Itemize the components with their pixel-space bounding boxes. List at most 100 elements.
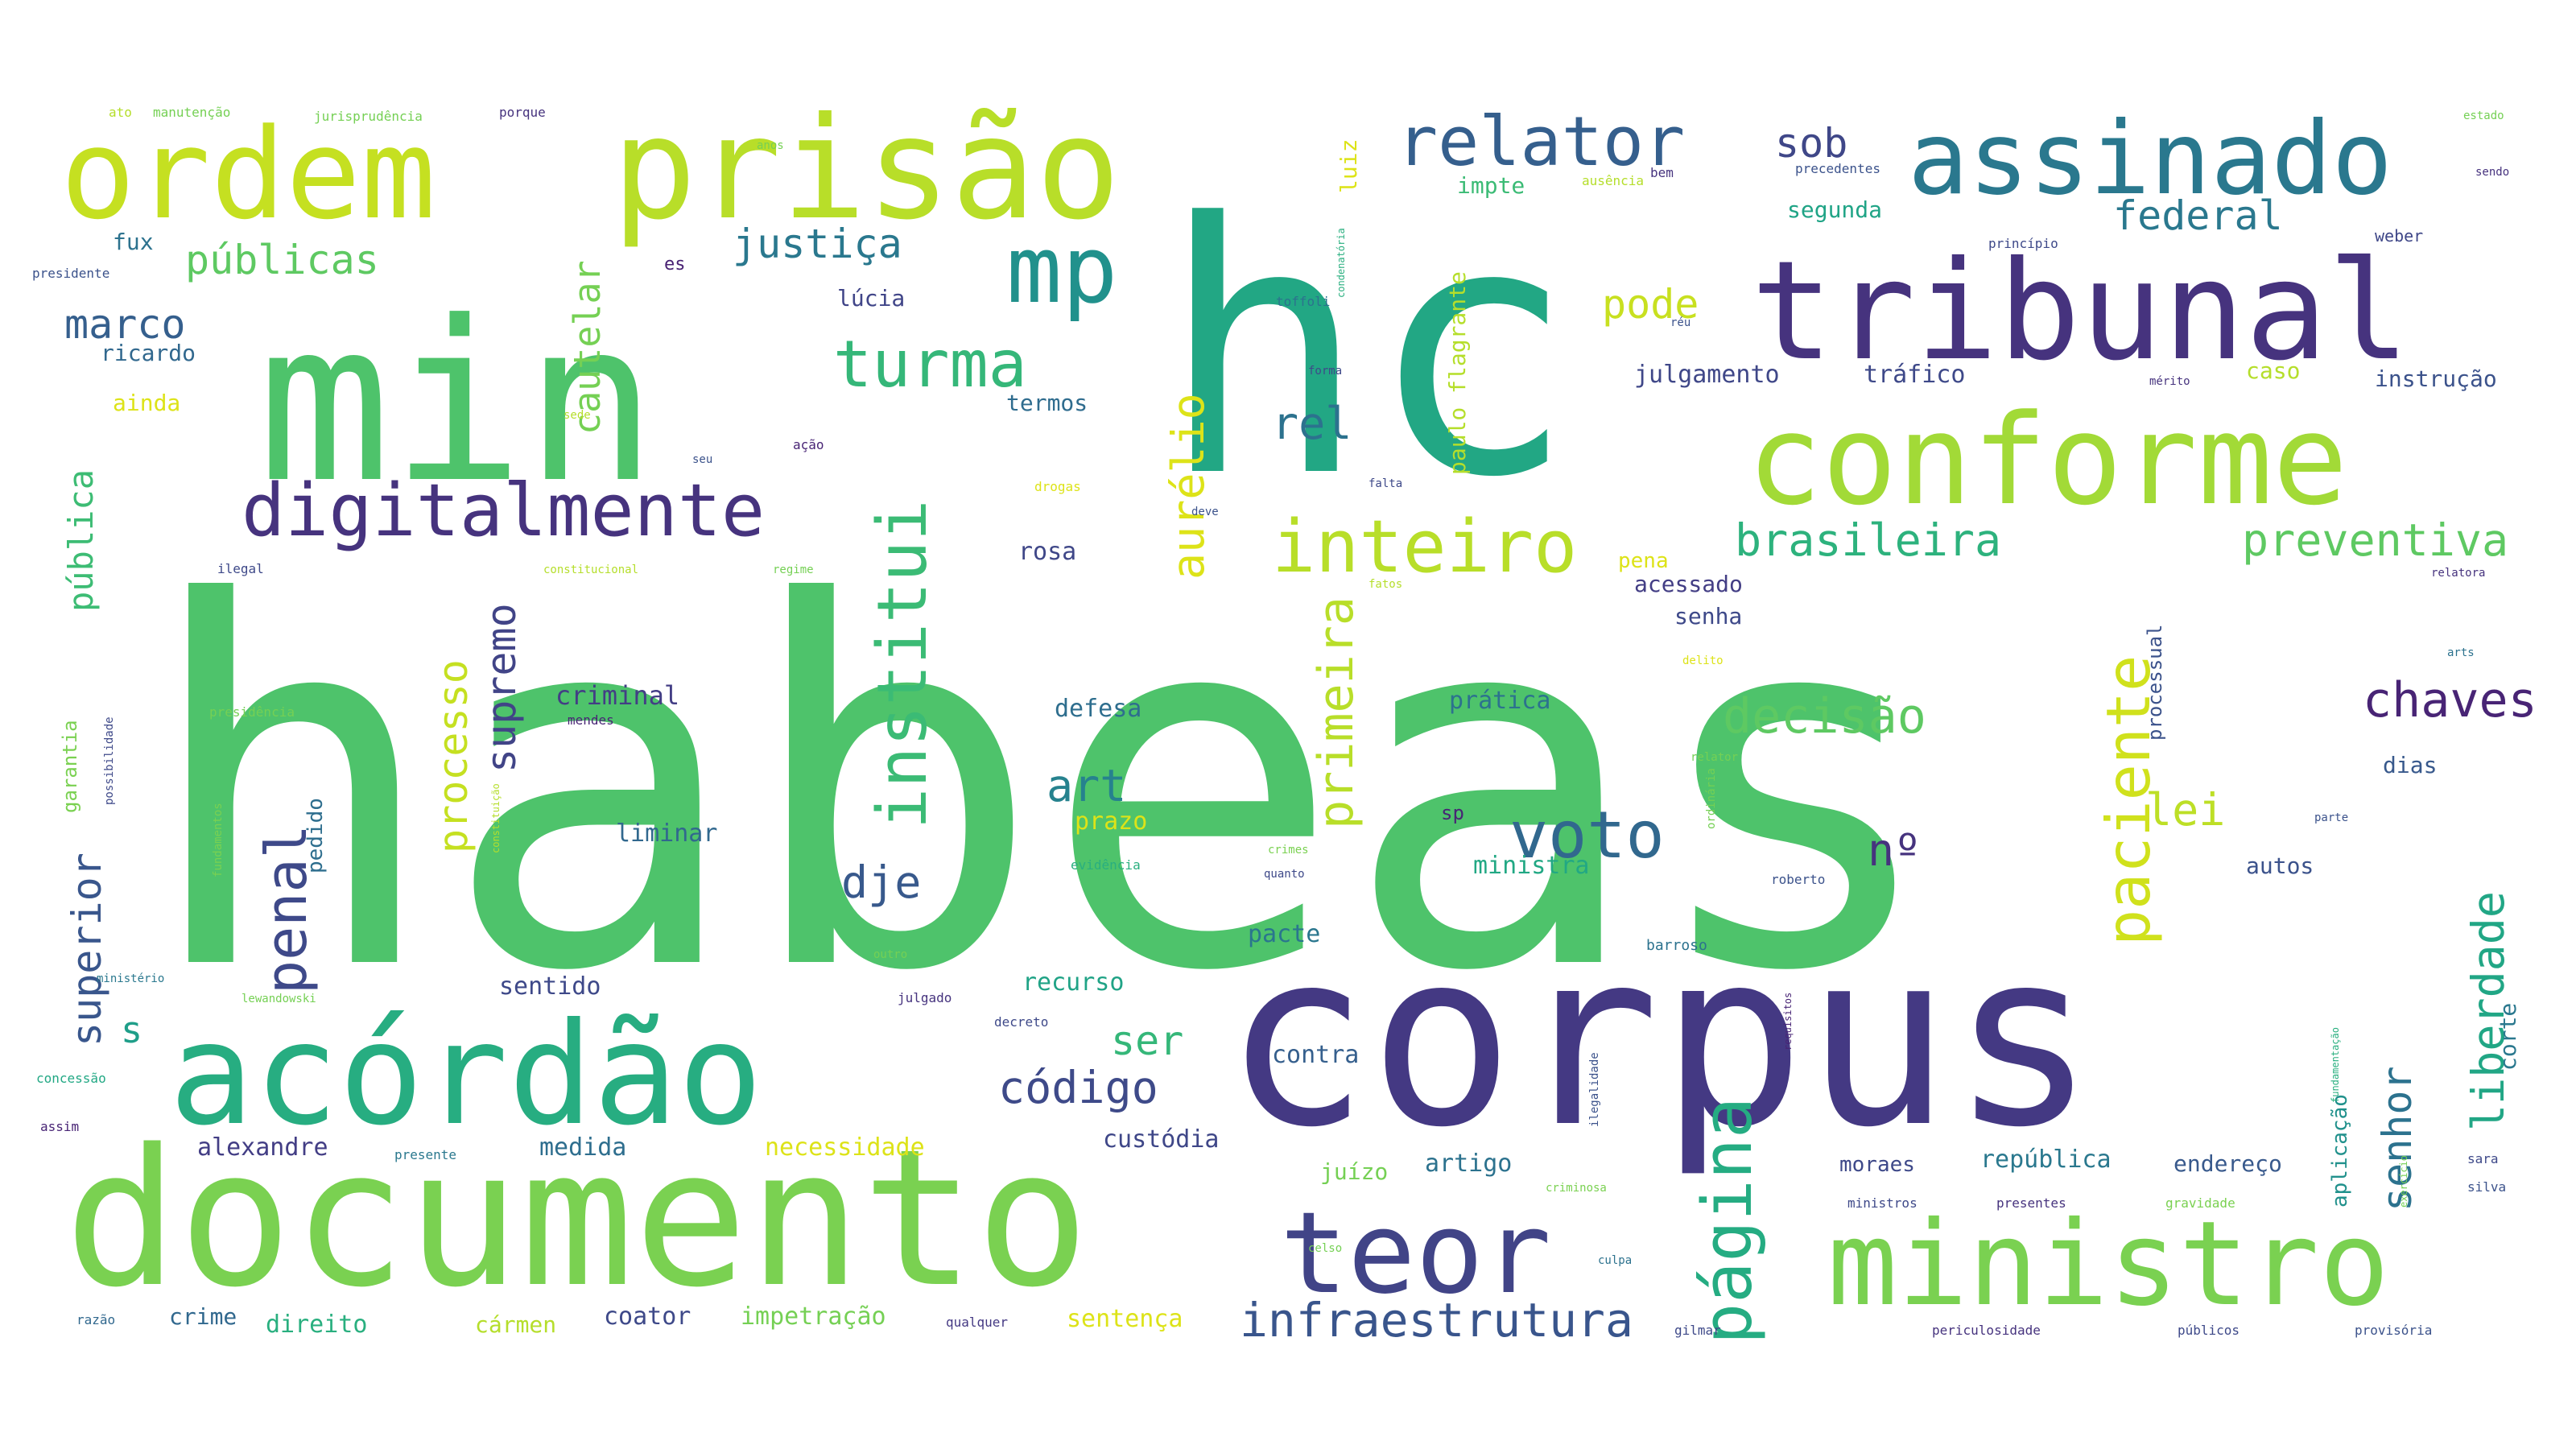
- word-república: república: [1980, 1146, 2112, 1174]
- word-evidência: evidência: [1071, 857, 1141, 873]
- word-drogas: drogas: [1034, 479, 1081, 494]
- word-mendes: mendes: [568, 712, 614, 728]
- word-públicos: públicos: [2178, 1323, 2240, 1338]
- word-preventiva: preventiva: [2242, 514, 2508, 566]
- word-contra: contra: [1272, 1041, 1359, 1069]
- word-necessidade: necessidade: [765, 1133, 925, 1162]
- word-forma: forma: [1308, 365, 1342, 378]
- word-sendo: sendo: [2475, 166, 2509, 179]
- word-defesa: defesa: [1055, 695, 1141, 723]
- word-relator: relator: [1397, 102, 1685, 182]
- word-teor: teor: [1280, 1188, 1551, 1319]
- word-lúcia: lúcia: [837, 285, 905, 312]
- word-presentes: presentes: [1996, 1195, 2066, 1211]
- word-precedentes: precedentes: [1795, 161, 1880, 176]
- word-ação: ação: [793, 437, 824, 452]
- word-anos: anos: [757, 139, 784, 152]
- word-possibilidade: possibilidade: [103, 716, 116, 805]
- word-estado: estado: [2463, 109, 2504, 122]
- word-sob: sob: [1775, 120, 1847, 167]
- word-prazo: prazo: [1075, 807, 1147, 836]
- word-ausência: ausência: [1582, 173, 1644, 188]
- word-corte: corte: [2495, 1003, 2521, 1071]
- word-min: min: [258, 274, 658, 531]
- word-crime: crime: [169, 1303, 237, 1330]
- word-digitalmente: digitalmente: [242, 469, 765, 553]
- word-porque: porque: [499, 105, 546, 120]
- word-endereço: endereço: [2174, 1150, 2282, 1177]
- word-paulo-flagrante: paulo flagrante: [1444, 271, 1471, 475]
- word-ato: ato: [109, 105, 132, 120]
- word-quanto: quanto: [1264, 868, 1305, 881]
- word-hc: hc: [1159, 151, 1576, 553]
- word-ministério: ministério: [97, 972, 164, 985]
- word-periculosidade: periculosidade: [1932, 1323, 2041, 1338]
- word-medida: medida: [539, 1133, 626, 1162]
- word-segunda: segunda: [1787, 196, 1882, 223]
- word-senhor: senhor: [2374, 1066, 2421, 1212]
- word-relatora: relatora: [2431, 567, 2485, 580]
- word-silva: silva: [2467, 1179, 2506, 1195]
- word-liberdade: liberdade: [2462, 891, 2514, 1131]
- word-réu: réu: [1670, 316, 1690, 329]
- word-públicas: públicas: [185, 237, 379, 283]
- word-sede: sede: [564, 409, 591, 422]
- word-código: código: [998, 1062, 1158, 1113]
- word-mérito: mérito: [2149, 375, 2190, 388]
- word-ministra: ministra: [1473, 852, 1590, 880]
- word-provisória: provisória: [2355, 1323, 2432, 1338]
- word-infraestrutura: infraestrutura: [1240, 1293, 1633, 1348]
- word-alexandre: alexandre: [197, 1133, 328, 1162]
- word-instrução: instrução: [2375, 365, 2497, 392]
- word-documento: documento: [64, 1109, 1089, 1329]
- word-ordem: ordem: [60, 101, 436, 247]
- word-presidência: presidência: [209, 704, 295, 720]
- word-roberto: roberto: [1771, 872, 1825, 887]
- word-s: s: [121, 1009, 142, 1051]
- word-bem: bem: [1650, 165, 1674, 180]
- word-ministros: ministros: [1847, 1195, 1918, 1211]
- word-ser: ser: [1111, 1018, 1183, 1064]
- word-julgado: julgado: [898, 990, 952, 1005]
- word-ilegalidade: ilegalidade: [1588, 1052, 1601, 1127]
- word-requisitos: requisitos: [1782, 993, 1794, 1051]
- word-gilmar: gilmar: [1674, 1323, 1721, 1338]
- word-es: es: [664, 254, 686, 275]
- word-assinado: assinado: [1908, 101, 2392, 217]
- word-pacte: pacte: [1248, 920, 1320, 948]
- word-caso: caso: [2246, 357, 2300, 384]
- word-toffoli: toffoli: [1276, 294, 1330, 309]
- word-artigo: artigo: [1425, 1150, 1512, 1178]
- word-juízo: juízo: [1320, 1158, 1388, 1185]
- word-decreto: decreto: [994, 1014, 1048, 1030]
- word-lewandowski: lewandowski: [242, 993, 316, 1005]
- word-rosa: rosa: [1018, 538, 1076, 566]
- word-falta: falta: [1368, 477, 1402, 490]
- word-impetração: impetração: [741, 1302, 886, 1331]
- word-página: página: [1688, 1097, 1768, 1344]
- word-assim: assim: [40, 1119, 79, 1134]
- word-criminosa: criminosa: [1546, 1182, 1607, 1195]
- word-termos: termos: [1006, 390, 1088, 416]
- word-tráfico: tráfico: [1864, 361, 1965, 389]
- word-constituição: constituição: [490, 783, 502, 853]
- word-processo: processo: [430, 659, 477, 853]
- word-justiça: justiça: [733, 221, 902, 267]
- word-parte: parte: [2314, 811, 2348, 824]
- word-garantia: garantia: [59, 720, 81, 813]
- word-acessado: acessado: [1634, 571, 1743, 597]
- word-ilegal: ilegal: [217, 561, 264, 576]
- word-constitucional: constitucional: [543, 564, 638, 576]
- word-recurso: recurso: [1022, 968, 1124, 997]
- word-art: art: [1046, 760, 1126, 811]
- word-autos: autos: [2246, 852, 2314, 879]
- word-delito: delito: [1682, 654, 1724, 667]
- word-princípio: princípio: [1988, 236, 2058, 251]
- word-institui: institui: [863, 500, 943, 829]
- word-manutenção: manutenção: [153, 105, 230, 120]
- word-fux: fux: [113, 229, 154, 255]
- word-direito: direito: [266, 1311, 367, 1339]
- word-julgamento: julgamento: [1634, 361, 1780, 389]
- word-pena: pena: [1618, 549, 1669, 573]
